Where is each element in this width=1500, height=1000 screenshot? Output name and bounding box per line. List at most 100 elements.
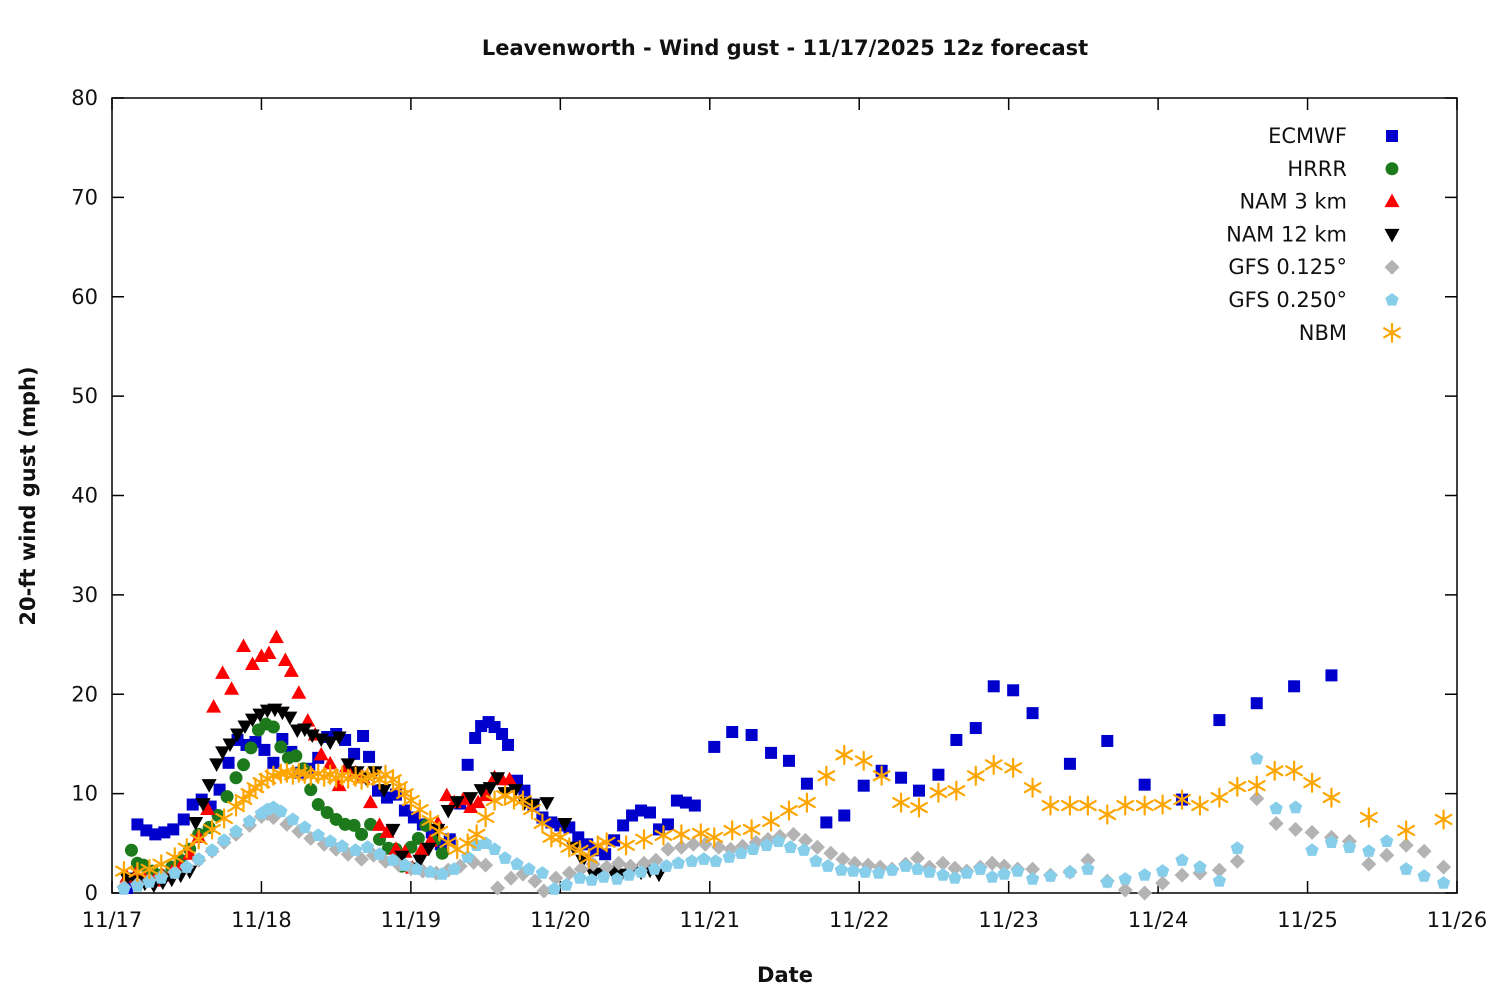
series-gfs-0-250-point: [1212, 874, 1227, 887]
series-nam-3-km-point: [268, 629, 284, 644]
series-gfs-0-250-point: [821, 859, 835, 872]
series-gfs-0-125-point: [809, 839, 825, 855]
series-ecmwf-point: [1138, 778, 1151, 791]
series-gfs-0-250-point: [323, 834, 337, 847]
series-nam-12-km-point: [188, 816, 204, 831]
legend-marker-nam-12-km: [1384, 228, 1400, 243]
series-gfs-0-250-point: [286, 812, 300, 826]
series-gfs-0-250-point: [985, 870, 999, 883]
series-gfs-0-125-point: [1211, 862, 1227, 878]
series-gfs-0-250-point: [783, 840, 798, 853]
series-nbm-point: [189, 829, 208, 850]
series-gfs-0-125-point: [503, 870, 519, 886]
series-gfs-0-250-point: [858, 865, 872, 878]
series-nam-12-km-point: [349, 766, 365, 780]
series-ecmwf-point: [708, 740, 721, 753]
series-nbm-point: [691, 823, 710, 844]
series-nbm-point: [1191, 795, 1209, 816]
series-ecmwf-point: [357, 729, 370, 742]
series-nbm-point: [872, 765, 891, 786]
series-nbm-point: [672, 824, 691, 845]
series-nam-12-km-point: [482, 782, 498, 796]
x-tick-label: 11/18: [231, 908, 292, 932]
series-nam-3-km-point: [283, 663, 299, 677]
legend-marker-ecmwf: [1386, 130, 1398, 142]
series-gfs-0-125-point: [1117, 882, 1133, 898]
series-gfs-0-125-point: [1268, 815, 1284, 831]
series-ecmwf-point: [267, 756, 280, 769]
series-nbm-point: [458, 833, 477, 854]
series-ecmwf-point: [1288, 680, 1301, 693]
series-hrrr-point: [274, 740, 288, 754]
series-ecmwf-point: [167, 823, 180, 836]
series-nam-12-km-point: [201, 779, 217, 793]
y-tick-label: 20: [71, 682, 98, 706]
series-gfs-0-250-point: [759, 838, 774, 851]
series-gfs-0-125-point: [1249, 791, 1265, 807]
series-gfs-0-250-point: [659, 859, 674, 872]
series-ecmwf-point: [518, 784, 531, 797]
series-gfs-0-250-point: [809, 854, 823, 867]
x-tick-label: 11/23: [978, 908, 1039, 932]
series-nbm-point: [1434, 809, 1453, 830]
series-nbm-point: [762, 811, 780, 832]
series-gfs-0-125-point: [1137, 885, 1153, 901]
series-nam-12-km-point: [508, 784, 523, 798]
series-nbm-point: [1004, 757, 1023, 778]
series-gfs-0-125-point: [1025, 861, 1041, 877]
series-nam-12-km-point: [297, 723, 313, 738]
series-gfs-0-125-point: [797, 832, 813, 848]
legend-marker-gfs-0-250: [1385, 293, 1399, 306]
series-gfs-0-250-point: [229, 824, 243, 838]
series-nam-3-km-point: [379, 824, 395, 838]
series-gfs-0-250-point: [1380, 834, 1394, 847]
series-nbm-point: [780, 800, 798, 821]
series-ecmwf-point: [1007, 684, 1020, 697]
series-ecmwf-point: [782, 754, 795, 767]
series-gfs-0-250-point: [1324, 835, 1339, 848]
series-ecmwf-point: [617, 819, 630, 832]
series-gfs-0-250-point: [922, 865, 937, 878]
series-nam-12-km-point: [222, 738, 238, 752]
series-gfs-0-250-point: [298, 820, 312, 834]
series-nam-12-km-point: [340, 758, 356, 772]
series-nbm-point: [1303, 772, 1321, 793]
series-gfs-0-250-point: [746, 842, 760, 855]
y-tick-label: 40: [71, 484, 98, 508]
series-gfs-0-125-point: [561, 865, 577, 881]
series-gfs-0-250-point: [1010, 864, 1025, 877]
series-nam-3-km-point: [261, 645, 277, 660]
series-nam-12-km-point: [252, 708, 268, 723]
series-nam-12-km-point: [209, 758, 225, 772]
series-gfs-0-250-point: [205, 843, 219, 856]
series-gfs-0-125-point: [1436, 859, 1452, 875]
series-gfs-0-250-point: [217, 833, 231, 846]
series-nbm-point: [421, 810, 440, 831]
series-gfs-0-125-point: [1398, 837, 1414, 853]
series-nbm-point: [430, 821, 449, 842]
series-nbm-point: [1041, 795, 1060, 816]
series-ecmwf-point: [857, 779, 870, 792]
series-nbm-point: [128, 862, 147, 883]
legend-label-gfs-0-250: GFS 0.250°: [1228, 288, 1347, 312]
series-nam-3-km-point: [300, 713, 316, 727]
series-ecmwf-point: [745, 728, 758, 741]
series-nbm-point: [410, 799, 429, 820]
series-gfs-0-125-point: [660, 841, 676, 857]
series-nbm-point: [1265, 760, 1284, 781]
series-gfs-0-250-point: [1417, 869, 1431, 882]
series-gfs-0-250-point: [410, 862, 424, 875]
legend-label-nam-3-km: NAM 3 km: [1239, 190, 1347, 214]
series-gfs-0-250-point: [242, 814, 257, 828]
series-nam-12-km-point: [282, 711, 298, 726]
series-nam-3-km-point: [463, 799, 479, 814]
series-gfs-0-250-point: [997, 867, 1011, 880]
series-nam-3-km-point: [313, 746, 329, 761]
series-gfs-0-250-point: [973, 862, 987, 875]
series-nbm-point: [1116, 795, 1135, 816]
series-gfs-0-125-point: [1416, 843, 1432, 859]
series-gfs-0-250-point: [559, 878, 573, 891]
series-hrrr-point: [304, 783, 318, 797]
